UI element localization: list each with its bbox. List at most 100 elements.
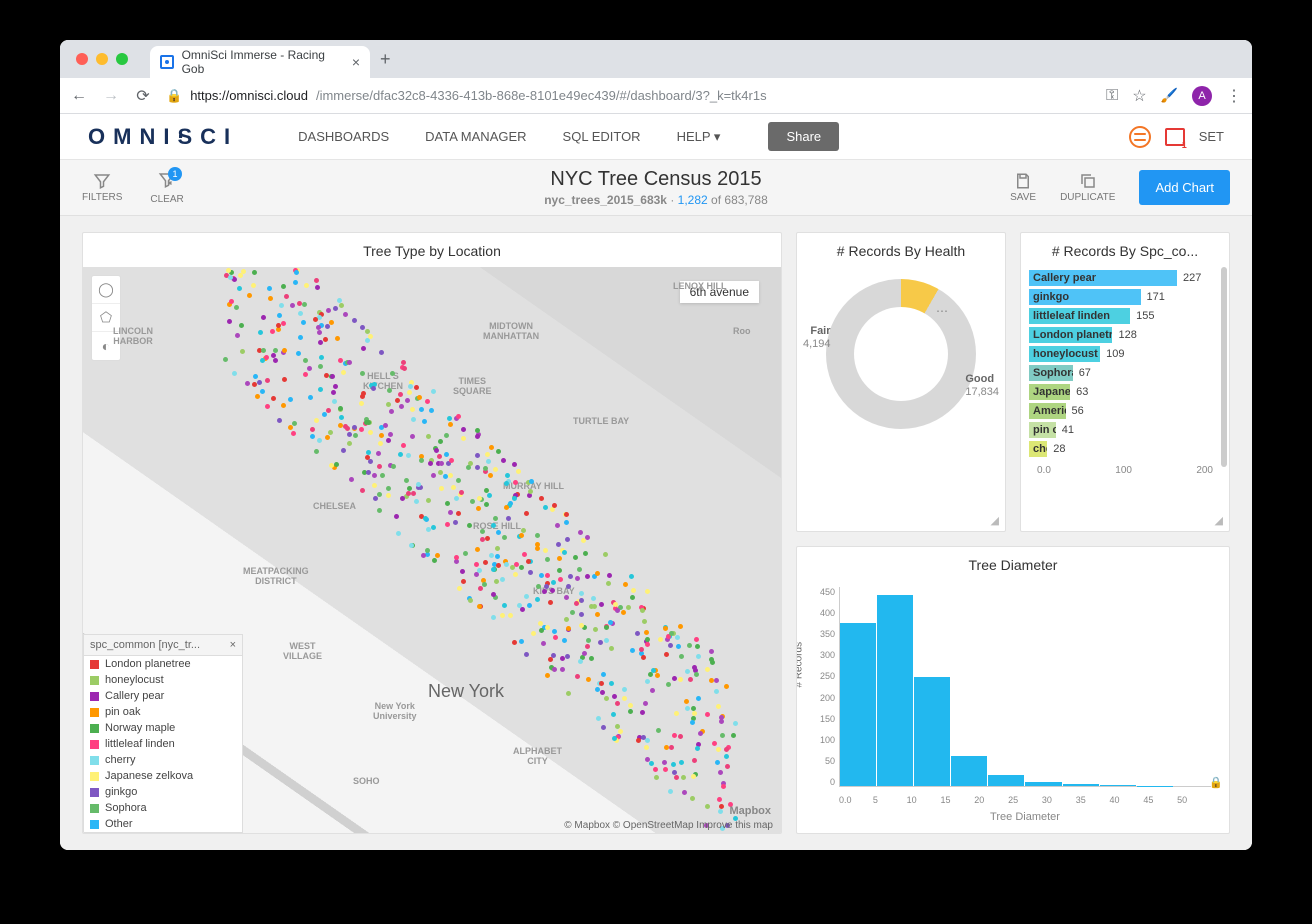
species-row[interactable]: Callery pear227	[1029, 269, 1221, 287]
x-axis-label: Tree Diameter	[990, 811, 1060, 823]
map-legend: spc_common [nyc_tr... × London planetree…	[83, 634, 243, 833]
map-point	[688, 677, 693, 682]
map-point	[453, 520, 458, 525]
back-button[interactable]: ←	[70, 87, 88, 105]
nav-sql-editor[interactable]: SQL EDITOR	[563, 129, 641, 145]
logo[interactable]: omni·sci	[88, 124, 238, 150]
map-point	[476, 506, 481, 511]
save-button[interactable]: SAVE	[1010, 172, 1036, 203]
legend-item[interactable]: pin oak	[84, 704, 242, 720]
share-button[interactable]: Share	[768, 122, 839, 151]
resize-handle-icon[interactable]: ◢	[1215, 514, 1223, 527]
health-chart-card: # Records By Health ⋯ Fair 4,194 Good 17…	[796, 232, 1006, 532]
species-row[interactable]: Japanese zelkova63	[1029, 383, 1221, 401]
minimize-window[interactable]	[96, 53, 108, 65]
map-point	[526, 559, 531, 564]
species-row[interactable]: littleleaf linden155	[1029, 307, 1221, 325]
map-point	[483, 560, 488, 565]
map-tool-circle-icon[interactable]: ◯	[92, 276, 120, 304]
menu-icon[interactable]: ⋮	[1226, 86, 1242, 106]
species-row[interactable]: cherry28	[1029, 440, 1221, 458]
map-point	[361, 346, 366, 351]
map-point	[512, 640, 517, 645]
map-point	[282, 377, 287, 382]
duplicate-button[interactable]: DUPLICATE	[1060, 172, 1115, 203]
forward-button[interactable]: →	[102, 87, 120, 105]
legend-item[interactable]: Callery pear	[84, 688, 242, 704]
clear-badge	[158, 171, 176, 192]
nav-help[interactable]: HELP ▾	[677, 129, 721, 145]
map-neighborhood-label: MIDTOWNMANHATTAN	[483, 322, 539, 342]
legend-title: spc_common [nyc_tr...	[90, 639, 200, 651]
legend-item[interactable]: Sophora	[84, 800, 242, 816]
new-tab-button[interactable]: +	[380, 49, 391, 70]
species-row[interactable]: American linden56	[1029, 402, 1221, 420]
nav-data-manager[interactable]: DATA MANAGER	[425, 129, 526, 145]
diameter-histogram[interactable]: # Records 450400350300250200150100500 0.…	[839, 587, 1211, 817]
map-point	[517, 603, 522, 608]
species-row[interactable]: honeylocust109	[1029, 345, 1221, 363]
map-point	[330, 374, 335, 379]
map-point	[399, 404, 404, 409]
species-row[interactable]: London planetree128	[1029, 326, 1221, 344]
nav-dashboards[interactable]: DASHBOARDS	[298, 129, 389, 145]
key-icon[interactable]: ⚿	[1106, 87, 1118, 105]
species-row[interactable]: ginkgo171	[1029, 288, 1221, 306]
map-point	[714, 689, 719, 694]
diameter-chart-card: Tree Diameter # Records 4504003503002502…	[796, 546, 1230, 834]
species-row[interactable]: pin oak41	[1029, 421, 1221, 439]
map-point	[628, 703, 633, 708]
legend-item[interactable]: London planetree	[84, 656, 242, 672]
map-point	[718, 809, 723, 814]
legend-item[interactable]: Norway maple	[84, 720, 242, 736]
map-canvas[interactable]: ◯ ⬠ ◐ 6th avenue LINCOLNHARBORMIDTOWNMAN…	[83, 267, 781, 833]
legend-close-icon[interactable]: ×	[230, 639, 236, 651]
scrollbar[interactable]	[1221, 267, 1227, 467]
legend-item[interactable]: littleleaf linden	[84, 736, 242, 752]
species-bar: Japanese zelkova	[1029, 384, 1070, 400]
add-chart-button[interactable]: Add Chart	[1139, 170, 1230, 205]
map-point	[579, 598, 584, 603]
map-point	[513, 572, 518, 577]
species-row[interactable]: Sophora67	[1029, 364, 1221, 382]
map-point	[260, 358, 265, 363]
browser-tab[interactable]: OmniSci Immerse - Racing Gob ×	[150, 46, 370, 78]
total-count: 683,788	[724, 193, 767, 207]
map-point	[407, 486, 412, 491]
lock-icon[interactable]: 🔒	[1209, 776, 1223, 789]
map-point	[615, 724, 620, 729]
filters-button[interactable]: FILTERS	[82, 172, 122, 203]
legend-item[interactable]: ginkgo	[84, 784, 242, 800]
reload-button[interactable]: ⟳	[134, 86, 152, 106]
filtered-count[interactable]: 1,282	[678, 193, 708, 207]
map-point	[504, 562, 509, 567]
map-point	[290, 303, 295, 308]
close-tab-icon[interactable]: ×	[352, 54, 360, 70]
species-bar-list[interactable]: Callery pear227ginkgo171littleleaf linde…	[1021, 265, 1229, 463]
extension-icon[interactable]: 🖌️	[1161, 87, 1178, 104]
settings-link[interactable]: SET	[1199, 129, 1224, 144]
health-donut[interactable]: ⋯ Fair 4,194 Good 17,834	[797, 265, 1005, 443]
resize-handle-icon[interactable]: ◢	[991, 514, 999, 527]
address-bar[interactable]: 🔒 https://omnisci.cloud/immerse/dfac32c8…	[166, 88, 1092, 104]
map-point	[495, 554, 500, 559]
legend-item[interactable]: honeylocust	[84, 672, 242, 688]
legend-item[interactable]: Other	[84, 816, 242, 832]
clear-button[interactable]: CLEAR	[150, 171, 183, 205]
legend-item[interactable]: cherry	[84, 752, 242, 768]
histogram-bar	[1063, 784, 1099, 786]
species-chart-card: # Records By Spc_co... Callery pear227gi…	[1020, 232, 1230, 532]
map-point	[475, 465, 480, 470]
bookmark-icon[interactable]: ☆	[1132, 86, 1146, 106]
map-point	[615, 608, 620, 613]
legend-item[interactable]: Japanese zelkova	[84, 768, 242, 784]
zoom-window[interactable]	[116, 53, 128, 65]
jupyter-icon[interactable]	[1129, 126, 1151, 148]
map-point	[589, 656, 594, 661]
close-window[interactable]	[76, 53, 88, 65]
map-point	[513, 480, 518, 485]
gift-icon[interactable]	[1165, 128, 1185, 146]
map-point	[668, 789, 673, 794]
profile-avatar[interactable]: A	[1192, 86, 1212, 106]
map-point	[656, 728, 661, 733]
